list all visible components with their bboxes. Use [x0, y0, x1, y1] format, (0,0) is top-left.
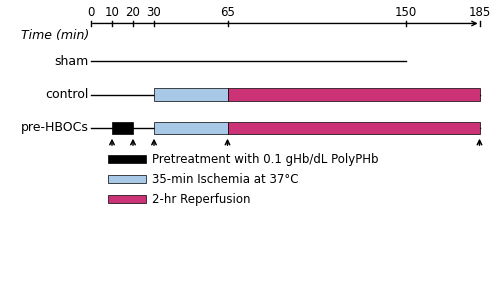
Text: 20: 20: [126, 6, 140, 18]
Text: control: control: [46, 88, 89, 101]
Text: 10: 10: [104, 6, 120, 18]
FancyBboxPatch shape: [108, 175, 146, 183]
FancyBboxPatch shape: [108, 195, 146, 203]
Bar: [228, 89, 480, 101]
Text: Time (min): Time (min): [20, 29, 89, 42]
Text: 65: 65: [220, 6, 235, 18]
Text: 35-min Ischemia at 37°C: 35-min Ischemia at 37°C: [152, 173, 298, 185]
Text: Pretreatment with 0.1 gHb/dL PolyPHb: Pretreatment with 0.1 gHb/dL PolyPHb: [152, 153, 378, 166]
FancyBboxPatch shape: [108, 155, 146, 163]
Text: 185: 185: [468, 6, 490, 18]
Text: 30: 30: [146, 6, 162, 18]
Text: 0: 0: [88, 6, 94, 18]
Bar: [228, 122, 480, 134]
Bar: [112, 122, 133, 134]
Text: sham: sham: [54, 55, 89, 68]
Text: 2-hr Reperfusion: 2-hr Reperfusion: [152, 193, 250, 206]
Bar: [154, 122, 228, 134]
Text: pre-HBOCs: pre-HBOCs: [21, 122, 89, 134]
Bar: [154, 89, 228, 101]
Text: 150: 150: [395, 6, 417, 18]
